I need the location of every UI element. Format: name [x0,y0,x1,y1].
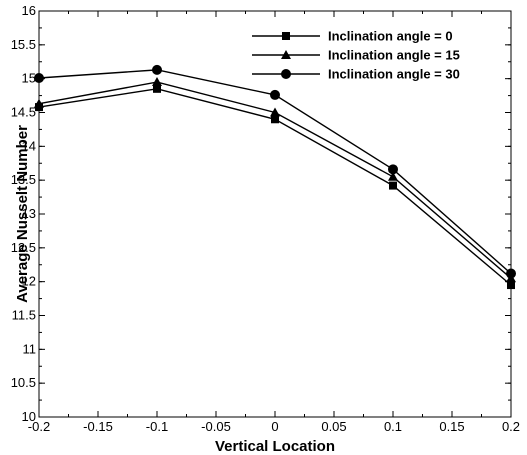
legend-label: Inclination angle = 15 [328,48,460,63]
y-tick-label: 11 [23,341,37,356]
legend-label: Inclination angle = 0 [328,29,453,44]
x-tick-label: -0.2 [28,419,50,434]
data-point [389,181,397,190]
data-point [152,77,162,87]
data-point [34,98,44,108]
x-tick-label: 0.15 [439,419,464,434]
y-tick-label: 15 [22,71,36,86]
y-tick-label: 12.5 [11,240,36,255]
y-tick-label: 16 [22,3,36,18]
y-tick-label: 13.5 [11,172,36,187]
data-point [388,171,398,181]
series-layer [34,64,516,290]
legend-marker [281,50,291,59]
series-2 [34,64,516,279]
legend-entry: Inclination angle = 15 [252,48,460,63]
legend: Inclination angle = 0 Inclination angle =… [252,29,460,82]
data-point [506,268,516,279]
legend-marker [281,69,291,79]
x-tick-label: 0.05 [321,419,346,434]
legend-label: Inclination angle = 30 [328,67,460,82]
data-point [152,64,162,75]
y-axis-title: Average Nusselt Number [14,125,31,303]
x-tick-label: 0.1 [384,419,402,434]
x-tick-label: 0 [271,419,278,434]
y-tick-label: 12 [22,274,36,289]
data-point [507,281,515,290]
y-tick-label: 14 [22,138,36,153]
x-tick-label: -0.1 [146,419,168,434]
y-axis-ticks: 10 10.5 11 11.5 12 12.5 13 13.5 14 14.5 15 15.5 16 [11,3,511,424]
y-tick-label: 15.5 [11,37,36,52]
data-point [270,107,280,117]
data-point [270,89,280,100]
legend-entry: Inclination angle = 0 [252,29,453,44]
series-line [38,69,512,275]
y-tick-label: 13 [22,206,36,221]
y-tick-label: 14.5 [11,105,36,120]
y-tick-label: 10.5 [11,375,36,390]
y-tick-label: 10 [22,409,36,424]
data-point [271,115,279,124]
data-point [34,72,44,83]
legend-marker [282,32,290,40]
data-point [153,84,161,93]
data-point [388,164,398,175]
x-tick-label: -0.05 [201,419,231,434]
legend-entry: Inclination angle = 30 [252,67,460,82]
x-tick-label: 0.2 [502,419,520,434]
y-tick-label: 11.5 [12,308,36,323]
series-1 [34,77,516,283]
x-axis-ticks: -0.2 -0.15 -0.1 -0.05 0 0.05 0.1 0.15 0.2 [28,11,520,434]
x-tick-label: -0.15 [83,419,113,434]
x-axis-title: Vertical Location [215,438,335,455]
